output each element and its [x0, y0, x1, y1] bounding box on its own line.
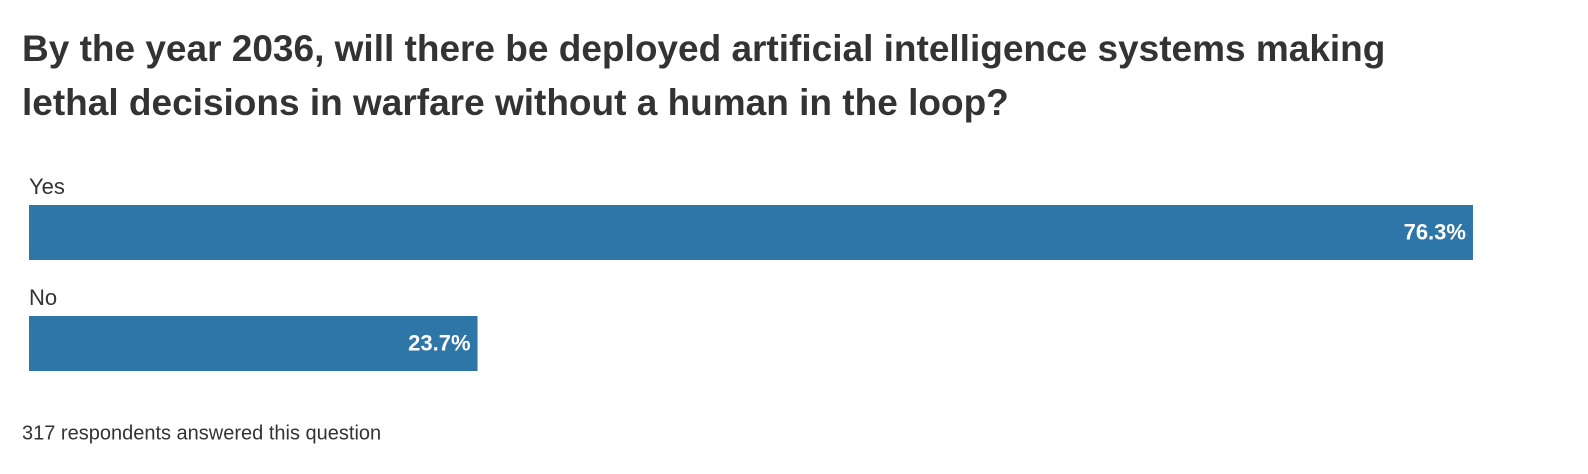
category-label: No: [29, 285, 57, 310]
category-label: Yes: [29, 174, 65, 199]
value-label: 23.7%: [408, 330, 470, 355]
bar: [29, 205, 1473, 260]
bar: [29, 316, 478, 371]
footnote: 317 respondents answered this question: [22, 422, 381, 444]
chart-title: By the year 2036, will there be deployed…: [22, 28, 1386, 123]
value-label: 76.3%: [1404, 219, 1466, 244]
